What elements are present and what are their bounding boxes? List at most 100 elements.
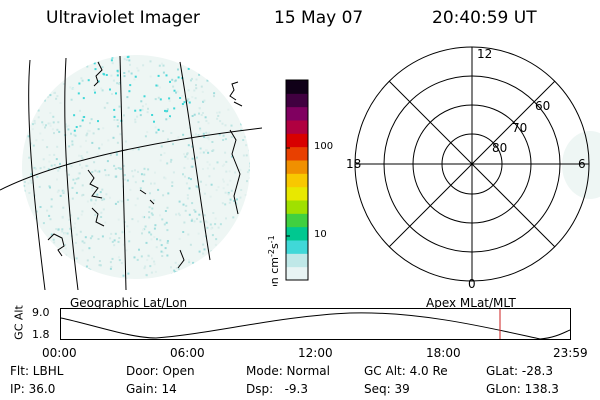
speckle-dot	[142, 180, 145, 183]
speckle-dot	[215, 61, 217, 64]
speckle-dot	[29, 242, 32, 245]
time-tick-2: 12:00	[298, 346, 333, 360]
speckle-dot	[49, 245, 52, 248]
speckle-dot	[233, 83, 236, 86]
speckle-dot	[74, 134, 77, 137]
speckle-dot	[242, 245, 245, 248]
speckle-dot	[245, 82, 248, 85]
speckle-dot	[195, 60, 198, 63]
speckle-dot	[97, 238, 100, 240]
speckle-dot	[113, 280, 115, 282]
meridian-line	[119, 55, 127, 290]
speckle-dot	[149, 192, 151, 195]
speckle-dot	[93, 89, 96, 91]
speckle-dot	[97, 128, 100, 131]
speckle-dot	[100, 216, 103, 218]
speckle-dot	[82, 97, 85, 100]
speckle-dot	[119, 199, 122, 202]
speckle-dot	[202, 132, 205, 135]
speckle-dot	[166, 229, 169, 232]
speckle-dot	[168, 97, 171, 100]
speckle-dot	[172, 143, 174, 146]
speckle-dot	[118, 82, 120, 85]
speckle-dot	[208, 175, 211, 178]
speckle-dot	[52, 121, 55, 124]
speckle-dot	[166, 254, 169, 257]
speckle-dot	[41, 92, 44, 95]
speckle-dot	[79, 56, 82, 59]
speckle-dot	[178, 200, 181, 203]
speckle-dot	[171, 273, 173, 276]
speckle-dot	[59, 194, 62, 197]
speckle-dot	[48, 160, 51, 163]
speckle-dot	[84, 276, 86, 279]
speckle-dot	[167, 192, 170, 195]
polar-panel-label: Apex MLat/MLT	[426, 296, 516, 310]
speckle-dot	[56, 56, 59, 59]
speckle-dot	[204, 116, 207, 119]
speckle-dot	[193, 162, 196, 165]
speckle-dot	[125, 277, 128, 279]
speckle-dot	[70, 165, 73, 168]
speckle-dot	[192, 261, 195, 264]
speckle-dot	[61, 228, 64, 231]
speckle-dot	[164, 177, 167, 180]
geographic-image	[0, 55, 262, 290]
speckle-dot	[199, 127, 202, 130]
speckle-dot	[131, 170, 134, 173]
speckle-dot	[98, 278, 101, 279]
speckle-dot	[155, 246, 158, 249]
speckle-dot	[107, 139, 110, 142]
speckle-dot	[121, 231, 124, 234]
speckle-dot	[198, 250, 201, 253]
colorbar-segment	[286, 213, 308, 228]
speckle-dot	[180, 250, 183, 253]
speckle-dot	[144, 265, 147, 268]
speckle-dot	[109, 237, 112, 240]
speckle-dot	[188, 213, 191, 216]
speckle-dot	[234, 171, 237, 174]
speckle-dot	[52, 57, 55, 60]
speckle-dot	[121, 200, 123, 203]
colorbar-unit-label: photon cm-2s-1	[267, 235, 281, 286]
speckle-dot	[174, 79, 177, 82]
speckle-dot	[242, 235, 245, 238]
speckle-dot	[58, 130, 61, 133]
speckle-dot	[89, 122, 91, 125]
speckle-dot	[113, 115, 116, 118]
speckle-dot	[71, 229, 74, 232]
speckle-dot	[67, 128, 70, 131]
speckle-dot	[182, 203, 185, 206]
mlt-line-diag	[388, 80, 556, 248]
speckle-dot	[148, 216, 151, 219]
speckle-dot	[245, 144, 248, 147]
speckle-dot	[126, 225, 129, 228]
speckle-dot	[103, 198, 106, 201]
speckle-dot	[62, 66, 65, 69]
speckle-dot	[143, 267, 146, 270]
speckle-dot	[71, 140, 74, 143]
colorbar-segment	[286, 93, 308, 108]
speckle-dot	[245, 154, 248, 157]
speckle-dot	[32, 82, 35, 85]
speckle-dot	[172, 171, 175, 174]
speckle-dot	[183, 101, 186, 104]
speckle-dot	[199, 151, 202, 154]
speckle-dot	[162, 130, 165, 133]
speckle-dot	[44, 126, 46, 129]
speckle-dot	[81, 240, 84, 243]
time-tick-0: 00:00	[42, 346, 77, 360]
speckle-dot	[221, 122, 224, 125]
speckle-dot	[205, 119, 208, 122]
speckle-dot	[217, 186, 220, 189]
speckle-dot	[165, 118, 168, 121]
speckle-dot	[179, 97, 182, 99]
speckle-dot	[199, 220, 202, 223]
speckle-dot	[160, 153, 163, 156]
speckle-dot	[81, 194, 83, 197]
speckle-dot	[50, 164, 53, 167]
speckle-dot	[126, 96, 129, 99]
speckle-dot	[26, 96, 29, 99]
speckle-dot	[24, 86, 27, 89]
speckle-dot	[150, 182, 152, 185]
